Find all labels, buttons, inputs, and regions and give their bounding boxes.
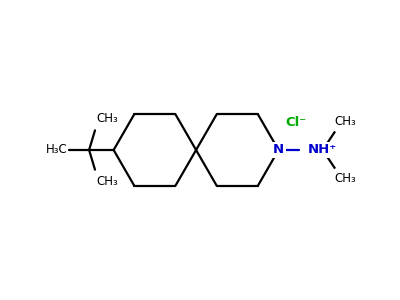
Text: CH₃: CH₃ [334,172,356,184]
Text: H₃C: H₃C [46,143,68,157]
Text: NH⁺: NH⁺ [308,143,337,157]
Text: CH₃: CH₃ [96,112,118,125]
Text: CH₃: CH₃ [334,116,356,128]
Text: Cl⁻: Cl⁻ [286,116,307,129]
Text: CH₃: CH₃ [96,175,118,188]
Text: N: N [273,143,284,157]
